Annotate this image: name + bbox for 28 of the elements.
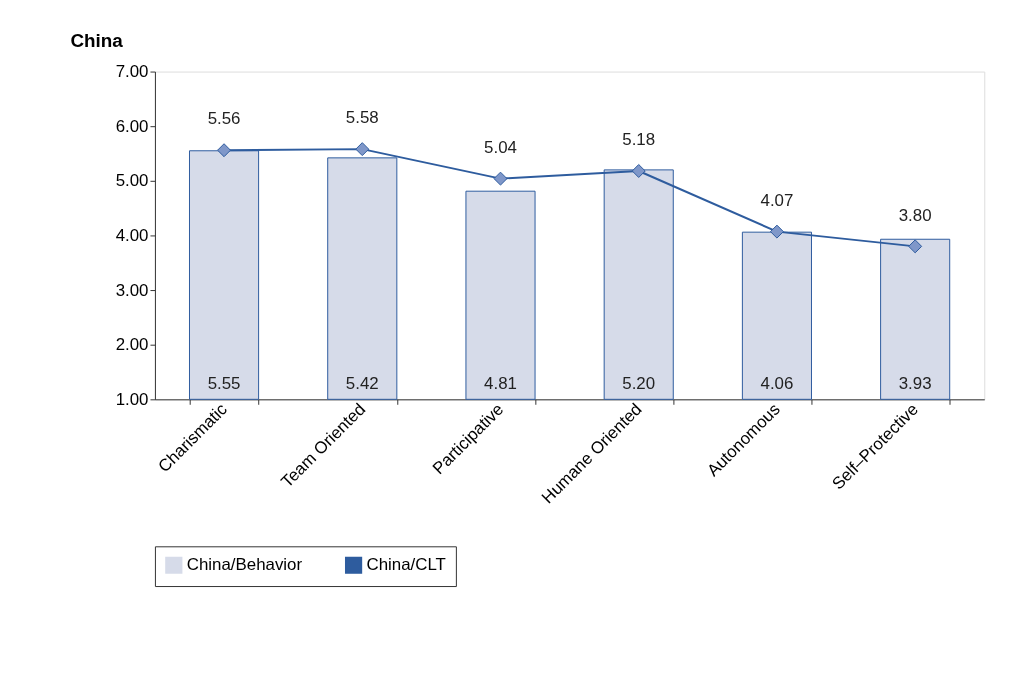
data-label: 5.58	[345, 108, 379, 128]
data-label: 4.06	[760, 374, 794, 394]
data-label: 5.04	[484, 137, 517, 157]
data-label: 5.55	[207, 374, 241, 394]
legend-label: China/CLT	[366, 555, 446, 575]
chart-title: China	[70, 29, 124, 51]
data-label: 3.80	[898, 205, 932, 225]
y-tick-label: 6.00	[115, 116, 149, 136]
point	[631, 164, 646, 178]
data-label: 5.56	[207, 109, 241, 129]
y-tick-label: 2.00	[115, 335, 149, 355]
point	[769, 224, 784, 239]
data-label: 5.42	[345, 374, 379, 394]
data-label: 5.20	[622, 374, 656, 394]
point	[217, 143, 232, 158]
y-tick-label: 1.00	[115, 389, 149, 409]
data-label: 5.18	[622, 130, 656, 150]
y-tick-label: 7.00	[115, 62, 149, 82]
legend-label: China/Behavior	[186, 555, 303, 575]
y-tick-label: 5.00	[115, 171, 149, 191]
point	[355, 142, 370, 157]
data-label: 4.81	[484, 374, 517, 394]
data-label: 4.07	[760, 190, 794, 210]
point	[908, 239, 923, 254]
data-label: 3.93	[898, 374, 932, 394]
point	[493, 171, 508, 186]
y-tick-label: 4.00	[115, 225, 149, 245]
y-tick-label: 3.00	[115, 280, 149, 300]
